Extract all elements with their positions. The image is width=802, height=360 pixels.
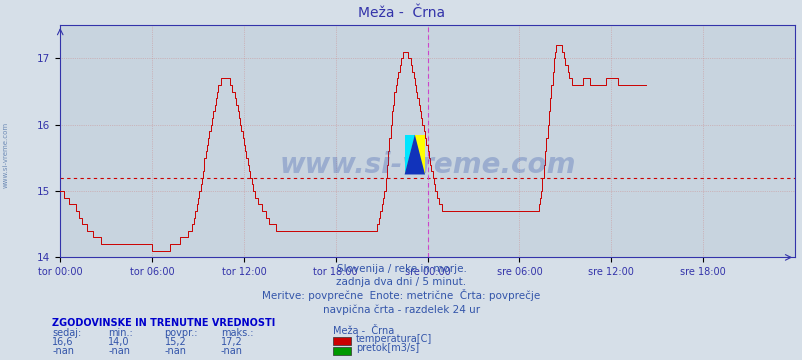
Text: www.si-vreme.com: www.si-vreme.com bbox=[2, 122, 9, 188]
Text: Meža -  Črna: Meža - Črna bbox=[358, 6, 444, 19]
Text: sedaj:: sedaj: bbox=[52, 328, 81, 338]
Text: 14,0: 14,0 bbox=[108, 337, 130, 347]
Text: 17,2: 17,2 bbox=[221, 337, 242, 347]
Text: -nan: -nan bbox=[164, 346, 186, 356]
Text: pretok[m3/s]: pretok[m3/s] bbox=[355, 343, 419, 354]
Polygon shape bbox=[404, 135, 424, 175]
Text: 16,6: 16,6 bbox=[52, 337, 74, 347]
Text: temperatura[C]: temperatura[C] bbox=[355, 334, 431, 344]
Text: -nan: -nan bbox=[221, 346, 242, 356]
Text: min.:: min.: bbox=[108, 328, 133, 338]
Text: 15,2: 15,2 bbox=[164, 337, 186, 347]
Text: zadnja dva dni / 5 minut.: zadnja dva dni / 5 minut. bbox=[336, 278, 466, 288]
Text: navpična črta - razdelek 24 ur: navpična črta - razdelek 24 ur bbox=[322, 304, 480, 315]
Text: ZGODOVINSKE IN TRENUTNE VREDNOSTI: ZGODOVINSKE IN TRENUTNE VREDNOSTI bbox=[52, 318, 275, 328]
Text: -nan: -nan bbox=[52, 346, 74, 356]
Text: povpr.:: povpr.: bbox=[164, 328, 198, 338]
Text: www.si-vreme.com: www.si-vreme.com bbox=[279, 150, 575, 179]
Polygon shape bbox=[404, 135, 415, 175]
Text: -nan: -nan bbox=[108, 346, 130, 356]
Text: Meža -  Črna: Meža - Črna bbox=[333, 326, 394, 336]
Bar bbox=[404, 135, 424, 175]
Text: Meritve: povprečne  Enote: metrične  Črta: povprečje: Meritve: povprečne Enote: metrične Črta:… bbox=[262, 289, 540, 301]
Text: Slovenija / reke in morje.: Slovenija / reke in morje. bbox=[336, 264, 466, 274]
Text: maks.:: maks.: bbox=[221, 328, 253, 338]
